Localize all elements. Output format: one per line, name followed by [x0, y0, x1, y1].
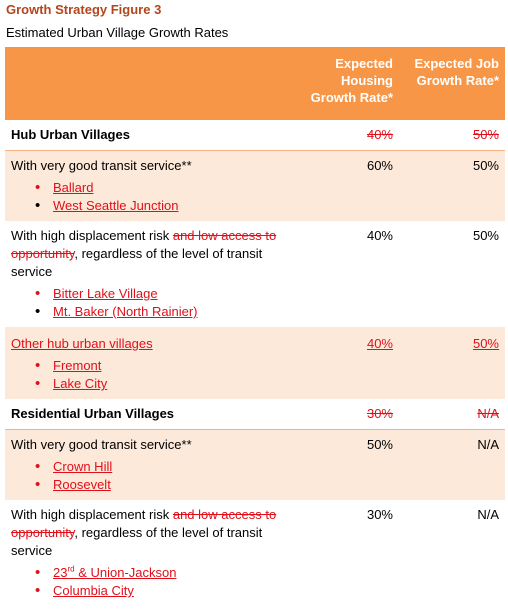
job-rate: 50% — [472, 336, 499, 351]
list-item: Columbia City — [35, 582, 285, 600]
housing-rate: 30% — [366, 507, 393, 522]
job-rate: N/A — [477, 507, 499, 522]
row-label: With very good transit service** — [11, 437, 192, 452]
list-item: Crown Hill — [35, 458, 285, 476]
list-item: Fremont — [35, 357, 285, 375]
list-item: Roosevelt — [35, 476, 285, 494]
table-header-row: Expected Housing Growth Rate* Expected J… — [5, 47, 505, 120]
table-row-hub-displacement: With high displacement risk and low acce… — [5, 221, 505, 327]
header-category — [5, 47, 291, 120]
housing-rate: 40% — [366, 336, 393, 351]
table-row-hub-other: Other hub urban villages Fremont Lake Ci… — [5, 327, 505, 399]
job-rate: 50% — [472, 127, 499, 142]
row-label: Hub Urban Villages — [11, 127, 130, 142]
list-item: West Seattle Junction — [35, 197, 285, 215]
housing-rate: 40% — [366, 228, 393, 243]
figure-title: Growth Strategy Figure 3 — [6, 2, 162, 17]
housing-rate: 60% — [366, 158, 393, 173]
job-rate: 50% — [472, 228, 499, 243]
growth-rates-table: Expected Housing Growth Rate* Expected J… — [5, 47, 505, 602]
list-item: Mt. Baker (North Rainier) — [35, 303, 285, 321]
table-row-hub: Hub Urban Villages 40% 50% — [5, 120, 505, 151]
header-job-growth: Expected Job Growth Rate* — [399, 47, 505, 120]
row-label: With high displacement risk and low acce… — [11, 228, 277, 279]
list-item: Bitter Lake Village — [35, 285, 285, 303]
table-row-res-displacement: With high displacement risk and low acce… — [5, 500, 505, 602]
row-label: Residential Urban Villages — [11, 406, 175, 421]
table-row-residential: Residential Urban Villages 30% N/A — [5, 399, 505, 430]
header-housing-growth: Expected Housing Growth Rate* — [291, 47, 399, 120]
job-rate: 50% — [472, 158, 499, 173]
table-row-res-transit: With very good transit service** Crown H… — [5, 429, 505, 500]
housing-rate: 30% — [366, 406, 393, 421]
figure-subtitle: Estimated Urban Village Growth Rates — [6, 25, 229, 40]
row-label: With very good transit service** — [11, 158, 192, 173]
table-row-hub-transit: With very good transit service** Ballard… — [5, 150, 505, 221]
housing-rate: 50% — [366, 437, 393, 452]
job-rate: N/A — [477, 437, 499, 452]
housing-rate: 40% — [366, 127, 393, 142]
row-label: Other hub urban villages — [11, 336, 153, 351]
list-item: Lake City — [35, 375, 285, 393]
row-label: With high displacement risk and low acce… — [11, 507, 277, 558]
list-item: Ballard — [35, 179, 285, 197]
list-item: 23rd & Union-Jackson — [35, 564, 285, 582]
job-rate: N/A — [477, 406, 499, 421]
